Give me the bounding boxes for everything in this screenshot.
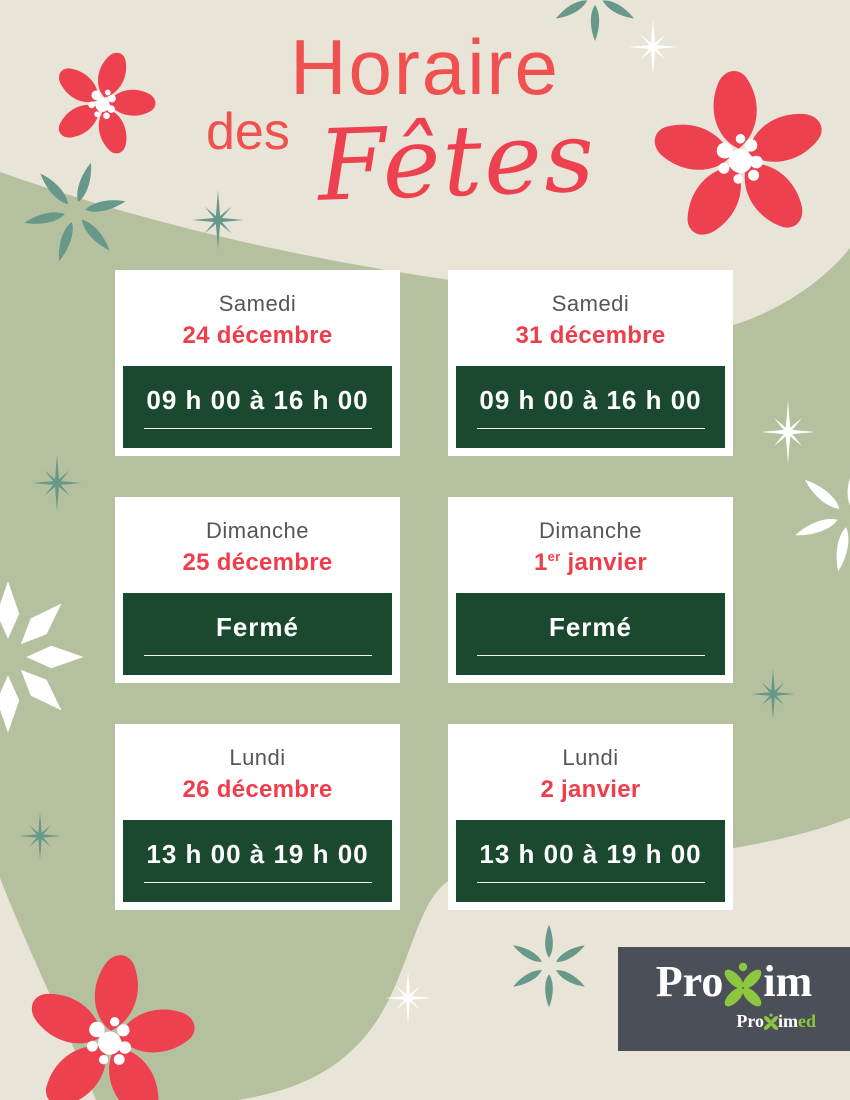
hours-banner: 09 h 00 à 16 h 00	[456, 366, 725, 448]
card-day: Samedi	[551, 290, 630, 316]
card-hours: 13 h 00 à 19 h 00	[479, 839, 702, 869]
card-day: Dimanche	[205, 517, 310, 543]
proxim-logo-box: Pro im Pro	[618, 947, 850, 1051]
schedule-card-dec26: Lundi 26 décembre 13 h 00 à 19 h 00	[115, 724, 400, 910]
schedule-card-dec31: Samedi 31 décembre 09 h 00 à 16 h 00	[448, 270, 733, 456]
hours-underline	[476, 428, 705, 429]
hours-underline	[476, 882, 705, 883]
schedule-card-jan2: Lundi 2 janvier 13 h 00 à 19 h 00	[448, 724, 733, 910]
card-hours: 13 h 00 à 19 h 00	[146, 839, 369, 869]
hours-banner: Fermé	[456, 593, 725, 675]
card-day: Lundi	[562, 744, 619, 770]
sublogo-text-mid: im	[778, 1010, 798, 1031]
schedule-card-dec24: Samedi 24 décembre 09 h 00 à 16 h 00	[115, 270, 400, 456]
schedule-card-jan1: Dimanche 1er janvier Fermé	[448, 497, 733, 683]
card-header: Dimanche 1er janvier	[456, 497, 725, 593]
hours-underline	[143, 655, 372, 656]
sublogo-text-pre: Pro	[736, 1010, 764, 1031]
hours-banner: Fermé	[123, 593, 392, 675]
card-hours: 09 h 00 à 16 h 00	[479, 385, 702, 415]
card-date: 24 décembre	[182, 321, 333, 349]
card-day: Dimanche	[538, 517, 643, 543]
hours-banner: 13 h 00 à 19 h 00	[123, 820, 392, 902]
card-date: 26 décembre	[182, 775, 333, 803]
schedule-card-dec25: Dimanche 25 décembre Fermé	[115, 497, 400, 683]
sublogo-text-post: ed	[798, 1010, 816, 1031]
hours-banner: 13 h 00 à 19 h 00	[456, 820, 725, 902]
card-header: Samedi 24 décembre	[123, 270, 392, 366]
card-date: 1er janvier	[534, 548, 647, 576]
proximed-x-leaf-icon	[764, 1013, 778, 1030]
schedule-grid: Samedi 24 décembre 09 h 00 à 16 h 00 Sam…	[115, 270, 733, 910]
card-hours: Fermé	[215, 612, 300, 642]
card-date: 2 janvier	[540, 775, 641, 803]
card-date: 31 décembre	[515, 321, 666, 349]
proximed-logo: Pro im ed	[736, 1011, 816, 1030]
card-hours: Fermé	[548, 612, 633, 642]
card-hours: 09 h 00 à 16 h 00	[146, 385, 369, 415]
card-header: Lundi 26 décembre	[123, 724, 392, 820]
proxim-logo: Pro im	[618, 957, 850, 1007]
card-date: 25 décembre	[182, 548, 333, 576]
teal-flower-icon	[511, 924, 587, 1008]
poster-title-line1: Horaire	[290, 23, 560, 111]
poster-title-line3: Fêtes	[315, 100, 599, 224]
card-header: Samedi 31 décembre	[456, 270, 725, 366]
logo-text-pre: Pro	[655, 957, 724, 1006]
hours-underline	[143, 428, 372, 429]
card-day: Lundi	[229, 744, 286, 770]
hours-underline	[476, 655, 705, 656]
card-day: Samedi	[218, 290, 297, 316]
card-header: Dimanche 25 décembre	[123, 497, 392, 593]
poster-title-line2: des	[206, 103, 290, 161]
card-header: Lundi 2 janvier	[456, 724, 725, 820]
hours-banner: 09 h 00 à 16 h 00	[123, 366, 392, 448]
proxim-x-leaf-icon	[725, 962, 762, 1007]
hours-underline	[143, 882, 372, 883]
logo-text-post: im	[763, 957, 813, 1006]
